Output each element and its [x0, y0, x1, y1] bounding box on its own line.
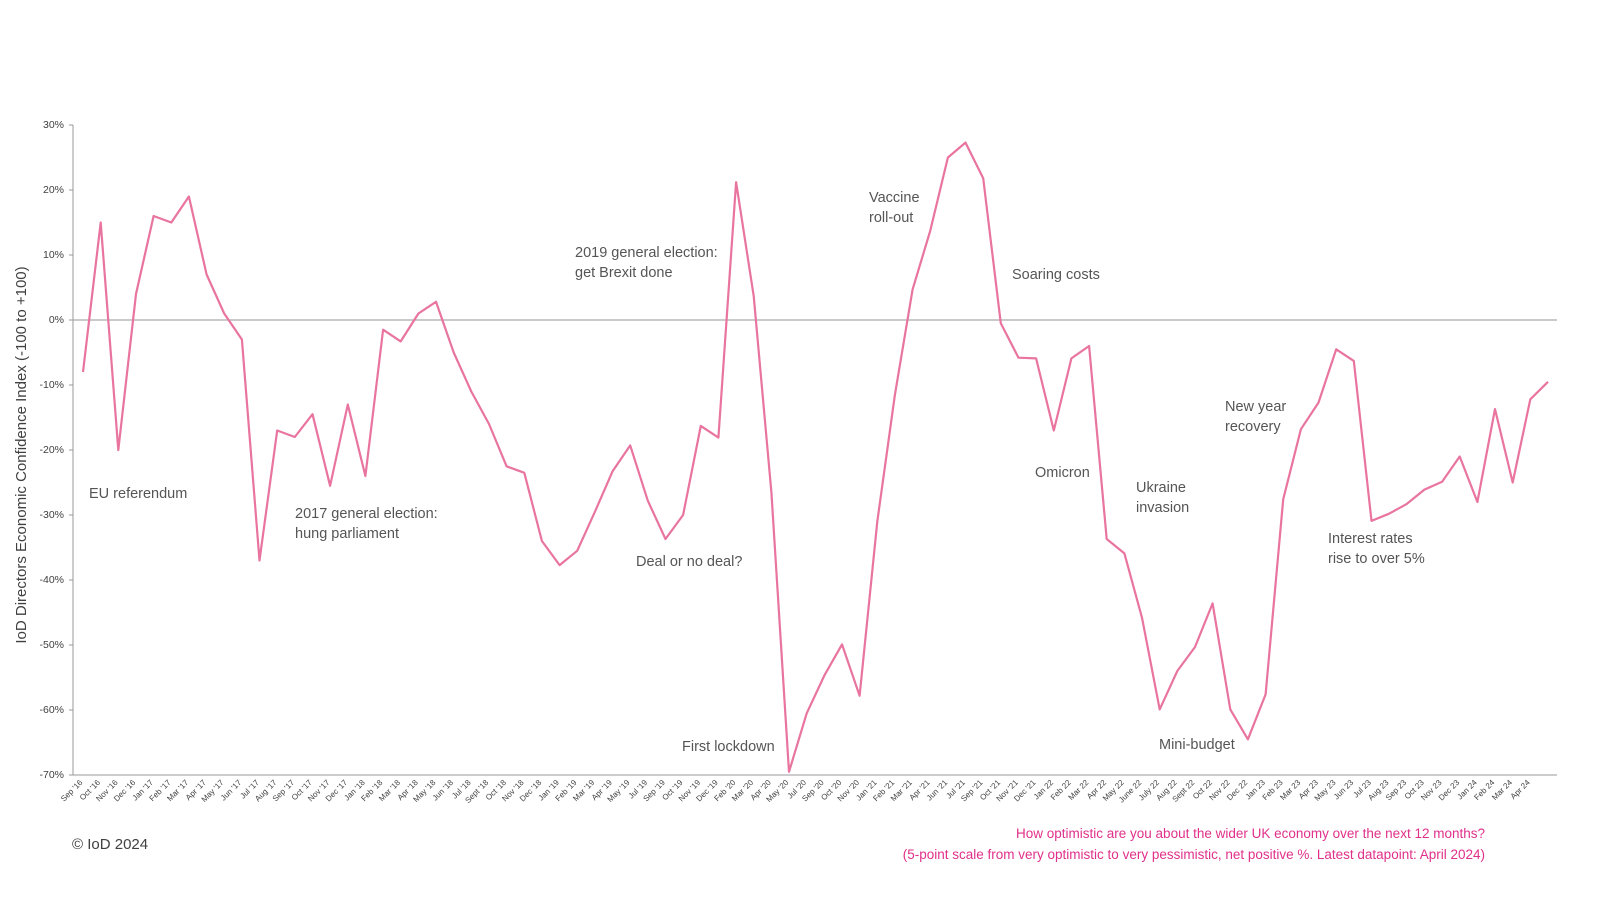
y-tick-label: -70%: [39, 769, 64, 781]
annotation: EU referendum: [89, 486, 187, 502]
source: © IoD 2024: [72, 836, 148, 853]
x-tick-label: Mar 24: [1490, 778, 1514, 802]
x-tick-label: Apr 24: [1509, 778, 1532, 801]
y-axis-label: IoD Directors Economic Confidence Index …: [13, 266, 30, 643]
y-tick-label: 30%: [43, 119, 64, 131]
y-tick-label: -30%: [39, 509, 64, 521]
annotation: Ukraine: [1136, 480, 1186, 496]
annotation: 2017 general election:: [295, 506, 438, 522]
note: How optimistic are you about the wider U…: [1016, 826, 1485, 841]
annotation: Interest rates: [1328, 531, 1413, 547]
y-tick-label: -50%: [39, 639, 64, 651]
y-tick-label: -10%: [39, 379, 64, 391]
annotation: Vaccine: [869, 190, 920, 206]
annotation: hung parliament: [295, 526, 399, 542]
annotation: invasion: [1136, 500, 1189, 516]
annotation: recovery: [1225, 419, 1281, 435]
annotation: Deal or no deal?: [636, 554, 742, 570]
annotation: get Brexit done: [575, 265, 673, 281]
line: [81, 141, 1549, 773]
y-tick-label: -40%: [39, 574, 64, 586]
annotation: 2019 general election:: [575, 245, 718, 261]
annotation: Omicron: [1035, 465, 1090, 481]
y-tick-label: 10%: [43, 249, 64, 261]
annotation: First lockdown: [682, 739, 775, 755]
x-tick-label: Mar 22: [1067, 778, 1091, 802]
annotation: rise to over 5%: [1328, 551, 1425, 567]
x-tick-label: Sep 23: [1384, 778, 1409, 803]
x-tick-label: Mar 23: [1278, 778, 1302, 802]
annotation: Soaring costs: [1012, 267, 1100, 283]
y-tick-label: -20%: [39, 444, 64, 456]
note: (5-point scale from very optimistic to v…: [903, 847, 1485, 862]
y-tick-label: -60%: [39, 704, 64, 716]
annotation: roll-out: [869, 210, 913, 226]
x-tick-label: Jun 23: [1332, 778, 1356, 802]
y-tick-label: 20%: [43, 184, 64, 196]
y-tick-label: 0%: [49, 314, 64, 326]
annotation: New year: [1225, 399, 1286, 415]
annotation: Mini-budget: [1159, 737, 1235, 753]
